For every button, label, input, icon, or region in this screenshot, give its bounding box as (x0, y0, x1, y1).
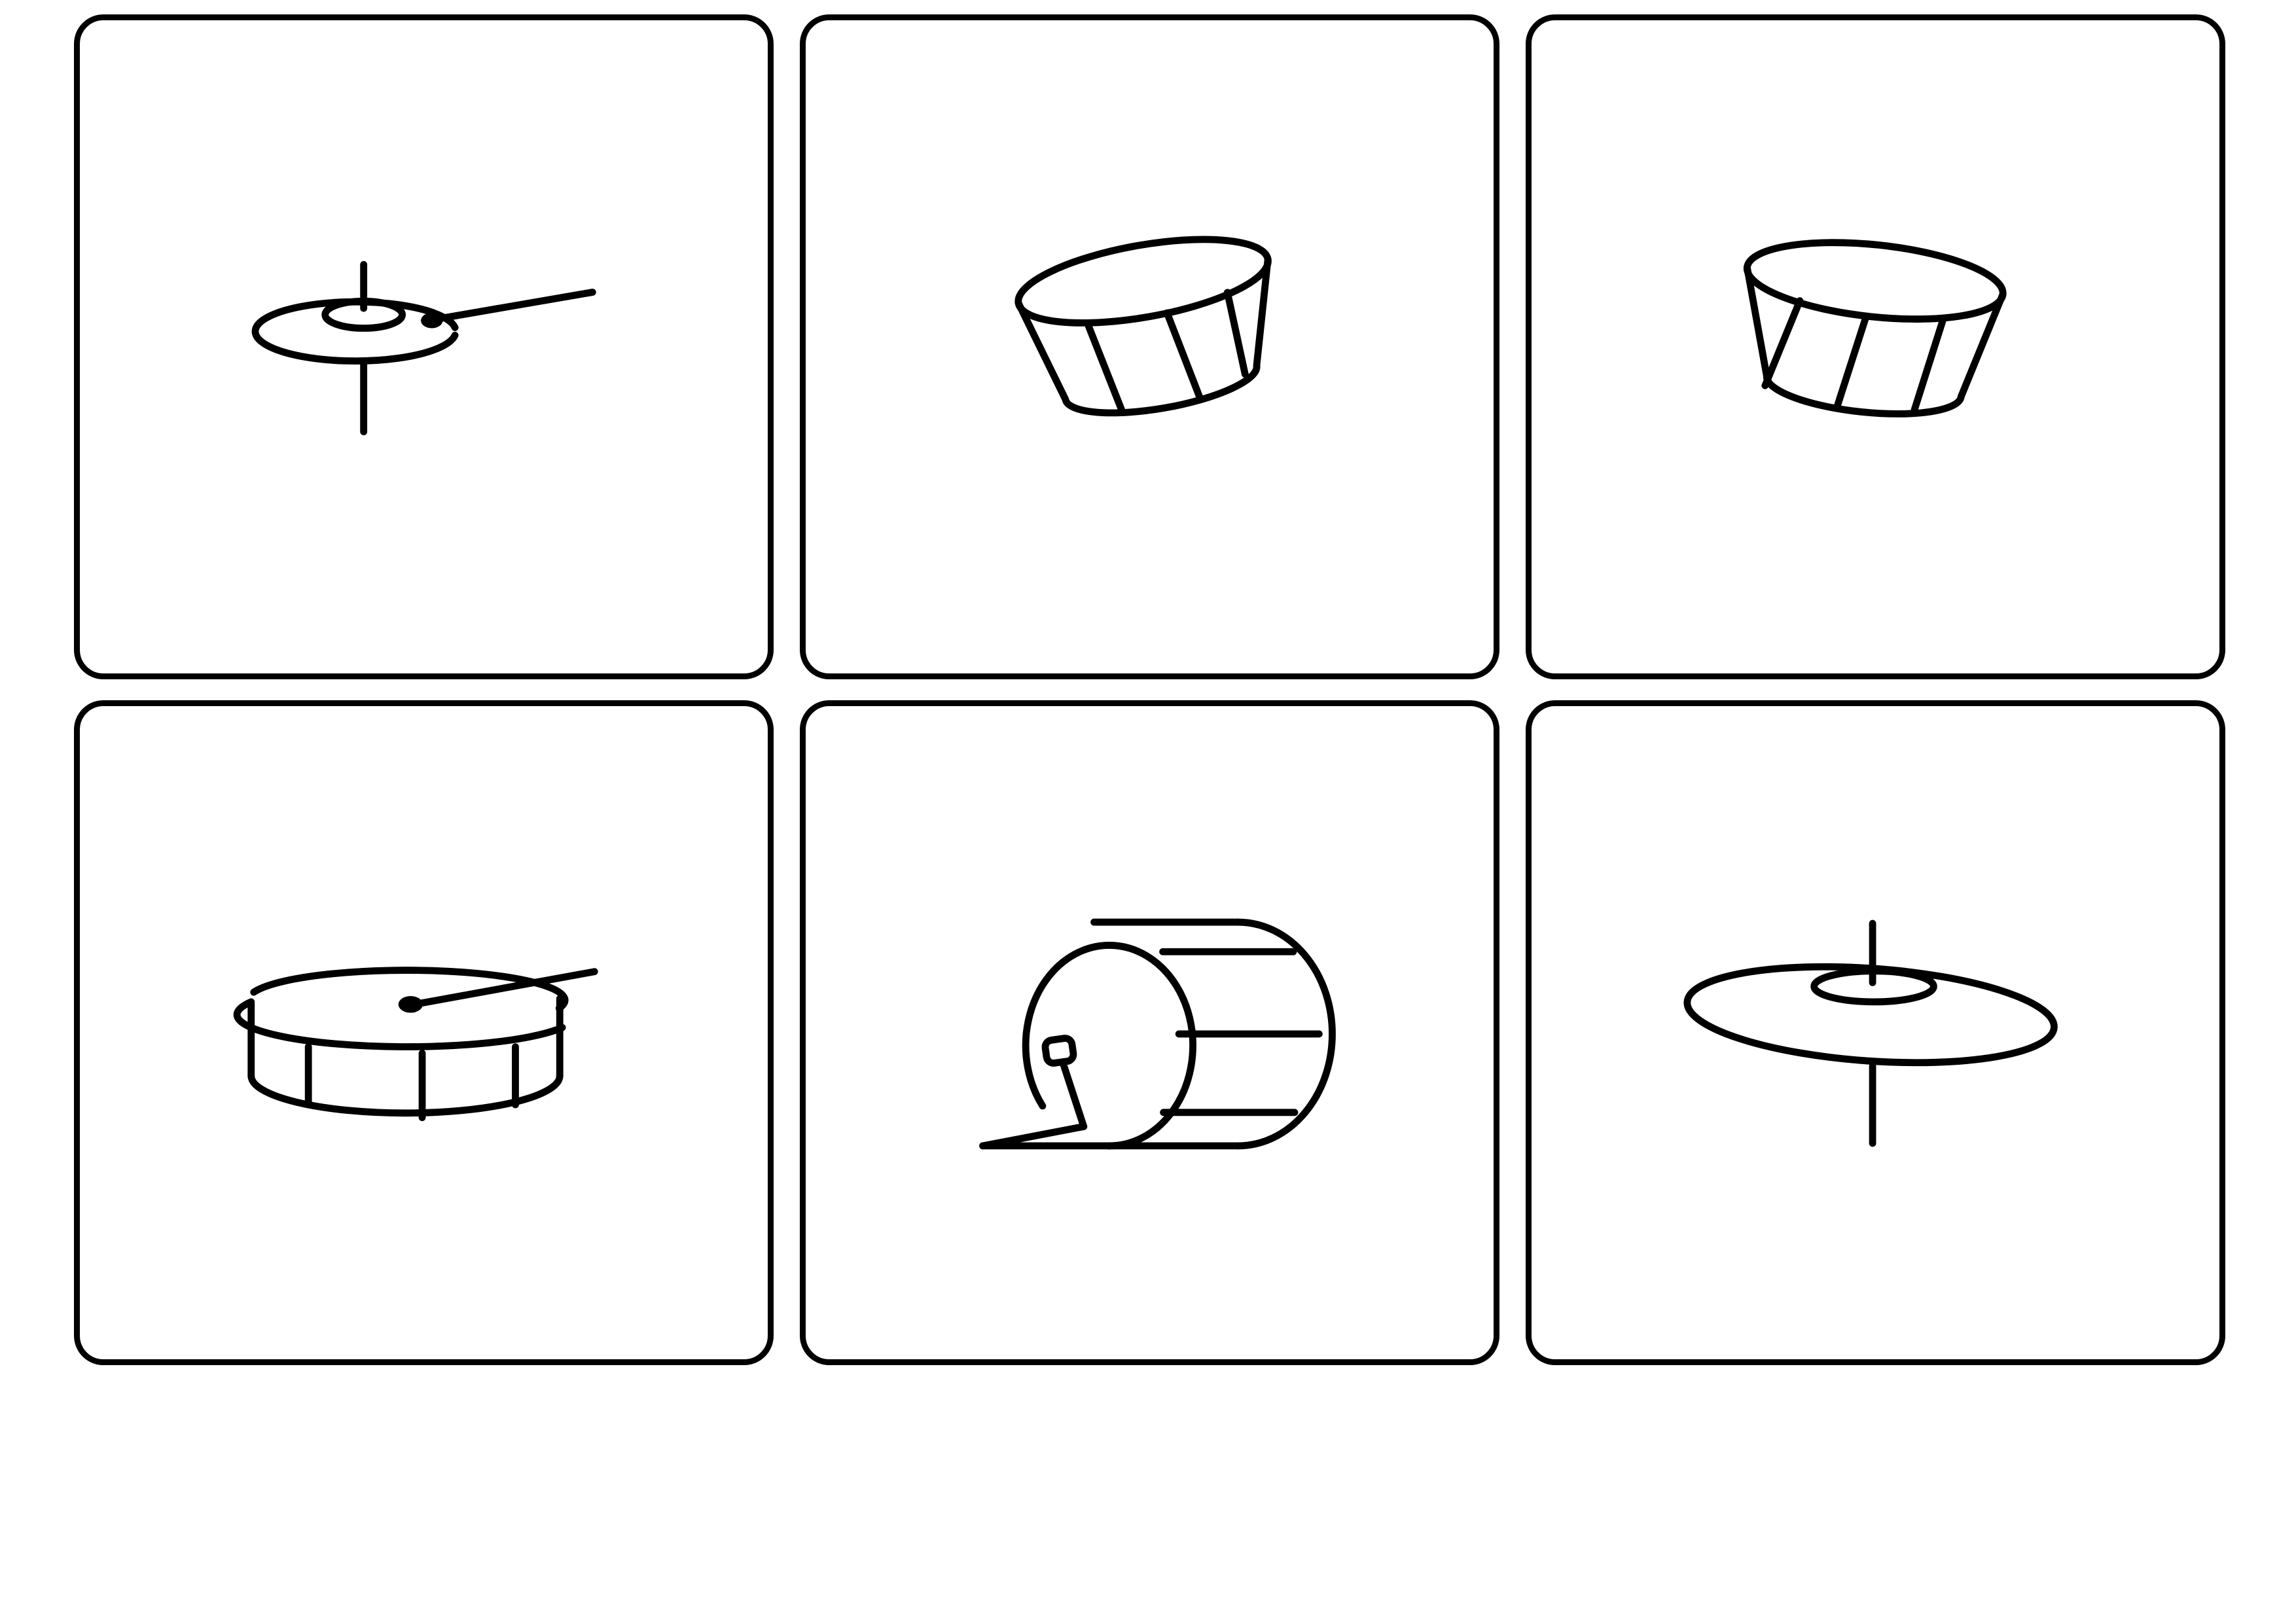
tom-drum-icon (1743, 239, 2007, 418)
snare-drum-icon (233, 967, 598, 1122)
card-snare-drum (74, 700, 774, 1365)
card-tom-drum-a (800, 14, 1499, 679)
tom-drum-icon (1014, 236, 1272, 417)
card-bass-drum (800, 700, 1499, 1365)
crash-cymbal-icon (1683, 919, 2058, 1147)
bass-drum-icon (979, 918, 1336, 1150)
card-hi-hat (74, 14, 774, 679)
card-crash-cymbal (1526, 700, 2225, 1365)
hi-hat-cymbal-icon (251, 260, 596, 436)
card-tom-drum-b (1526, 14, 2225, 679)
